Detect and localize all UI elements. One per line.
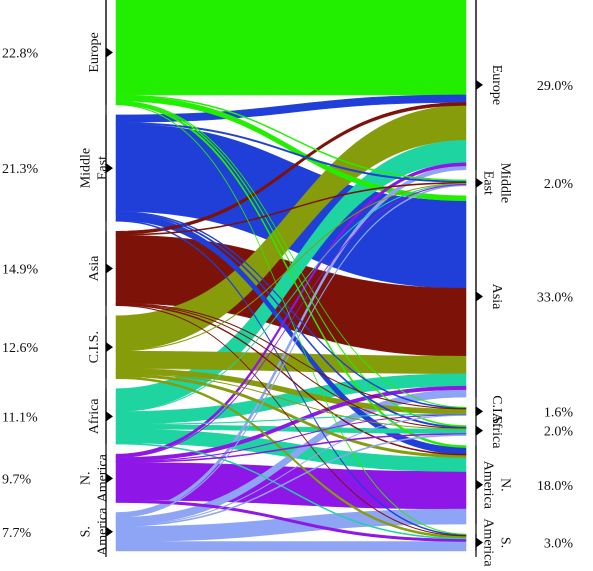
right-percent-s-america: 3.0% bbox=[544, 537, 574, 552]
right-label-cis: C.I.S. bbox=[489, 395, 504, 427]
flow-s-america-to-n-america bbox=[115, 508, 467, 542]
axes-layer bbox=[105, 0, 483, 557]
right-marker-africa bbox=[476, 425, 483, 436]
flow-s-america-to-cis bbox=[115, 414, 467, 526]
right-label-s-america-line: America bbox=[481, 518, 496, 567]
right-marker-cis bbox=[476, 406, 483, 417]
flow-asia-to-s-america bbox=[115, 304, 467, 537]
left-percent-europe: 22.8% bbox=[2, 46, 39, 61]
flow-s-america-to-middle-east bbox=[115, 184, 467, 518]
right-percent-middle-east: 2.0% bbox=[544, 177, 574, 192]
right-label-europe-line: Europe bbox=[489, 65, 504, 105]
right-label-middle-east: MiddleEast bbox=[481, 163, 513, 203]
left-marker-n-america bbox=[106, 473, 113, 484]
right-label-s-america-line: S. bbox=[498, 537, 513, 548]
flow-n-america-to-middle-east bbox=[115, 184, 467, 458]
left-label-cis: C.I.S. bbox=[87, 331, 102, 363]
right-label-n-america: N.America bbox=[481, 461, 513, 510]
left-label-n-america: N. America bbox=[79, 453, 111, 502]
left-label-cis-line: C.I.S. bbox=[87, 331, 102, 363]
flow-europe-to-n-america bbox=[115, 102, 467, 448]
left-label-asia: Asia bbox=[87, 255, 102, 281]
left-label-n-america-line: America bbox=[96, 453, 111, 502]
flow-europe-to-s-america bbox=[115, 104, 467, 535]
left-marker-s-america bbox=[106, 526, 113, 537]
left-label-europe-line: Europe bbox=[87, 32, 102, 72]
right-marker-n-america bbox=[476, 479, 483, 490]
right-marker-asia bbox=[476, 291, 483, 302]
left-marker-asia bbox=[106, 263, 113, 274]
right-label-africa-line: Africa bbox=[489, 413, 504, 450]
flow-s-america-to-s-america bbox=[115, 541, 467, 552]
left-label-middle-east-line: East bbox=[96, 156, 111, 180]
right-label-n-america-line: America bbox=[481, 461, 496, 510]
left-label-africa-line: Africa bbox=[87, 398, 102, 435]
right-percent-cis: 1.6% bbox=[544, 405, 574, 420]
flow-europe-to-asia bbox=[115, 95, 467, 202]
left-percent-n-america: 9.7% bbox=[2, 472, 32, 487]
right-marker-europe bbox=[476, 79, 483, 90]
flow-s-america-to-africa bbox=[115, 434, 467, 527]
right-label-s-america: S.America bbox=[481, 518, 513, 567]
left-label-s-america-line: S. bbox=[79, 526, 94, 537]
left-label-middle-east: Middle East bbox=[79, 148, 111, 188]
left-label-n-america-line: N. bbox=[79, 472, 94, 486]
flow-asia-to-cis bbox=[115, 302, 467, 410]
left-label-africa: Africa bbox=[87, 398, 102, 435]
left-percent-asia: 14.9% bbox=[2, 262, 39, 277]
flow-n-america-to-s-america bbox=[115, 499, 467, 542]
right-label-asia: Asia bbox=[489, 284, 504, 310]
left-marker-cis bbox=[106, 342, 113, 353]
flow-cis-to-africa bbox=[115, 373, 467, 430]
right-percent-asia: 33.0% bbox=[537, 290, 574, 305]
left-label-middle-east-line: Middle bbox=[79, 148, 94, 188]
left-label-s-america-line: America bbox=[96, 507, 111, 556]
right-label-middle-east-line: Middle bbox=[498, 163, 513, 203]
left-label-europe: Europe bbox=[87, 32, 102, 72]
right-marker-s-america bbox=[476, 537, 483, 548]
left-marker-africa bbox=[106, 411, 113, 422]
flow-europe-to-cis bbox=[115, 100, 467, 408]
left-percent-middle-east: 21.3% bbox=[2, 162, 39, 177]
flow-europe-to-africa bbox=[115, 101, 467, 427]
left-percent-s-america: 7.7% bbox=[2, 526, 32, 541]
right-label-asia-line: Asia bbox=[489, 284, 504, 310]
flow-asia-to-n-america bbox=[115, 303, 467, 456]
right-label-europe: Europe bbox=[489, 65, 504, 105]
right-percent-africa: 2.0% bbox=[544, 425, 574, 440]
right-label-middle-east-line: East bbox=[481, 171, 496, 195]
flow-africa-to-s-america bbox=[115, 442, 467, 540]
left-percent-cis: 12.6% bbox=[2, 341, 39, 356]
right-marker-middle-east bbox=[476, 177, 483, 188]
flow-europe-to-europe bbox=[115, 0, 467, 96]
right-label-cis-line: C.I.S. bbox=[489, 395, 504, 427]
left-label-s-america: S. America bbox=[79, 507, 111, 556]
right-percent-europe: 29.0% bbox=[537, 79, 574, 94]
right-percent-n-america: 18.0% bbox=[537, 479, 574, 494]
left-marker-europe bbox=[106, 47, 113, 58]
left-percent-africa: 11.1% bbox=[2, 410, 38, 425]
right-label-africa: Africa bbox=[489, 413, 504, 450]
flow-n-america-to-asia bbox=[115, 385, 467, 462]
left-label-asia-line: Asia bbox=[87, 255, 102, 281]
right-label-n-america-line: N. bbox=[498, 478, 513, 492]
flow-europe-to-middle-east bbox=[115, 94, 467, 182]
flow-cis-to-n-america bbox=[115, 373, 467, 458]
flows-layer bbox=[115, 0, 467, 552]
flow-asia-to-europe bbox=[115, 102, 467, 235]
left-marker-middle-east bbox=[106, 163, 113, 174]
